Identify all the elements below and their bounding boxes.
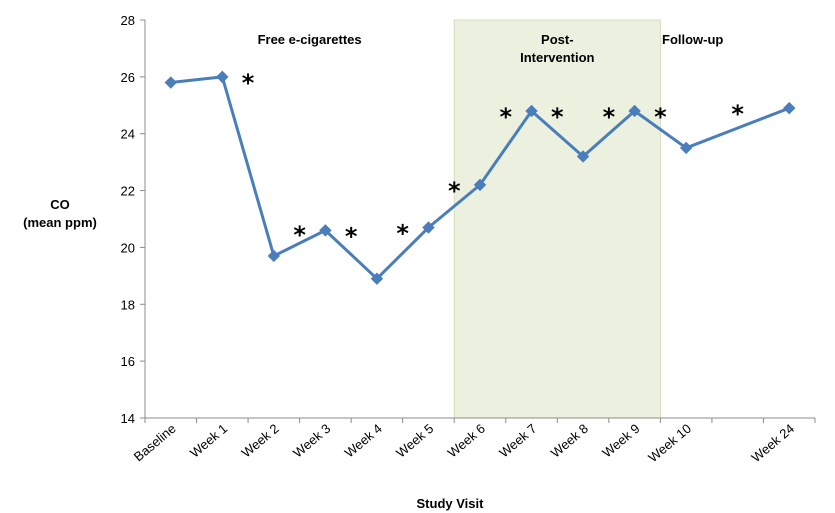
x-tick-label: Baseline — [131, 421, 179, 465]
significance-marker: * — [603, 103, 616, 131]
significance-marker: * — [396, 220, 409, 248]
data-point-week-4 — [370, 272, 384, 285]
data-point-week-6 — [473, 178, 487, 192]
phase-label: Intervention — [520, 50, 594, 65]
y-tick-label: 16 — [121, 354, 135, 369]
y-axis-title: (mean ppm) — [23, 215, 97, 230]
y-tick-label: 22 — [121, 184, 135, 199]
data-point-week-10 — [679, 141, 693, 155]
significance-marker: * — [242, 69, 255, 97]
y-tick-label: 20 — [121, 240, 135, 255]
significance-marker: * — [499, 103, 512, 131]
y-tick-label: 14 — [121, 411, 135, 426]
data-point-week-1 — [216, 70, 229, 84]
phase-label: Follow-up — [662, 32, 723, 47]
significance-marker: * — [731, 100, 744, 128]
series-line — [170, 75, 790, 281]
x-tick-label: Week 1 — [187, 421, 230, 461]
x-tick-label: Week 24 — [748, 421, 797, 465]
y-tick-label: 18 — [121, 297, 135, 312]
phase-label: Post- — [541, 32, 574, 47]
x-tick-label: Week 5 — [393, 421, 436, 461]
post-intervention-shading — [453, 19, 661, 419]
data-point-week-9 — [628, 104, 641, 118]
data-point-week-7 — [525, 104, 538, 118]
y-tick-label: 26 — [121, 70, 135, 85]
x-tick-label: Week 4 — [342, 421, 385, 461]
x-tick-label: Week 6 — [445, 421, 488, 461]
y-axis-title: CO — [50, 197, 70, 212]
y-tick-label: 28 — [121, 13, 135, 28]
data-point-week-3 — [319, 224, 332, 237]
y-tick-label: 24 — [121, 127, 135, 142]
data-point-week-2 — [267, 249, 281, 263]
x-tick-label: Week 8 — [548, 421, 591, 461]
significance-marker: * — [293, 221, 306, 249]
x-tick-label: Week 7 — [496, 421, 539, 461]
significance-marker: * — [345, 222, 358, 250]
significance-marker: * — [551, 103, 564, 131]
data-point-week-8 — [576, 150, 590, 163]
x-tick-label: Week 10 — [645, 421, 694, 465]
phase-label: Free e-cigarettes — [258, 32, 362, 47]
x-axis-title: Study Visit — [417, 496, 485, 511]
data-point-week-24 — [783, 101, 796, 115]
data-point-week-5 — [422, 221, 435, 234]
significance-marker: * — [654, 103, 667, 131]
x-tick-label: Week 9 — [599, 421, 642, 461]
x-tick-label: Week 3 — [290, 421, 333, 461]
x-tick-label: Week 2 — [239, 421, 282, 461]
data-point-baseline — [164, 76, 177, 89]
significance-marker: * — [448, 177, 461, 205]
